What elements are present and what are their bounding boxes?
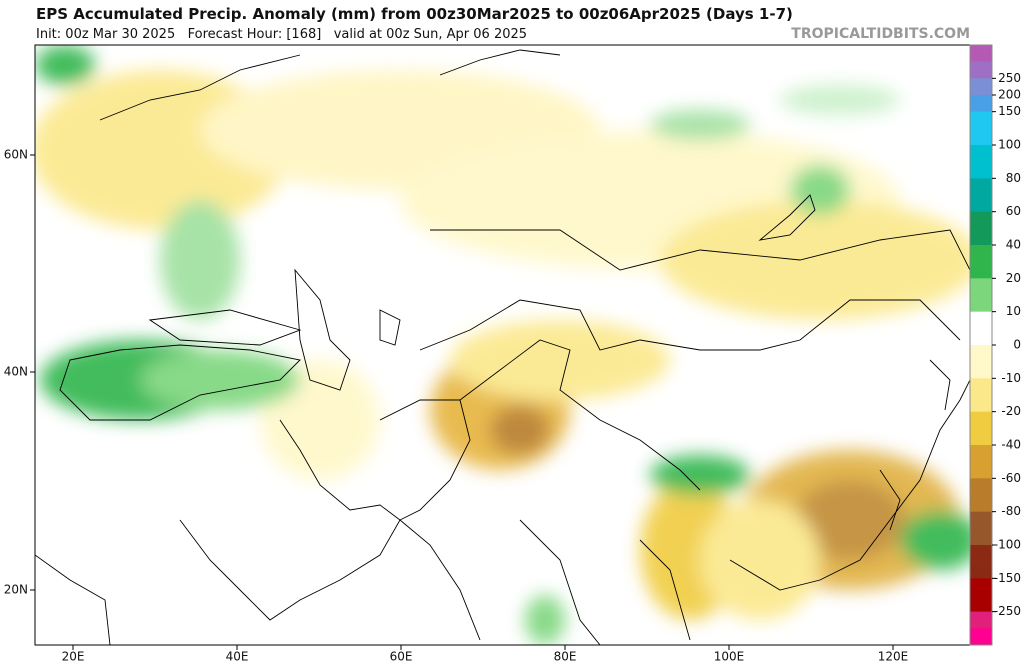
colorbar-swatch bbox=[970, 128, 992, 146]
colorbar-swatch bbox=[970, 578, 992, 596]
colorbar-swatch bbox=[970, 428, 992, 446]
colorbar-swatch bbox=[970, 445, 992, 462]
colorbar-swatch bbox=[970, 528, 992, 546]
colorbar-swatch bbox=[970, 328, 992, 346]
colorbar-swatch bbox=[970, 78, 992, 96]
colorbar-swatch bbox=[970, 595, 992, 612]
colorbar-label: 150 bbox=[998, 104, 1021, 118]
colorbar: 25020015010080604020100-10-20-40-60-80-1… bbox=[969, 44, 1021, 646]
title: EPS Accumulated Precip. Anomaly (mm) fro… bbox=[36, 5, 793, 23]
colorbar-swatch bbox=[970, 261, 992, 279]
colorbar-swatch bbox=[970, 178, 992, 196]
colorbar-swatch bbox=[970, 245, 992, 262]
lat-label: 40N bbox=[4, 365, 28, 379]
lon-label: 40E bbox=[226, 650, 249, 664]
lon-label: 100E bbox=[714, 650, 745, 664]
colorbar-swatch bbox=[970, 295, 992, 312]
colorbar-swatch bbox=[970, 345, 992, 362]
colorbar-swatch bbox=[970, 545, 992, 562]
colorbar-swatch bbox=[970, 111, 992, 129]
colorbar-swatch bbox=[970, 395, 992, 412]
colorbar-label: 200 bbox=[998, 88, 1021, 102]
colorbar-label: -100 bbox=[994, 538, 1021, 552]
colorbar-label: -10 bbox=[1001, 371, 1021, 385]
lon-label: 120E bbox=[878, 650, 909, 664]
colorbar-swatch bbox=[970, 511, 992, 529]
colorbar-swatch bbox=[970, 195, 992, 212]
axes: 60N 40N 20N 20E 40E 60E 80E 100E 120E bbox=[4, 148, 909, 664]
colorbar-swatch bbox=[970, 278, 992, 296]
colorbar-swatch bbox=[970, 61, 992, 79]
subtitle: Init: 00z Mar 30 2025 Forecast Hour: [16… bbox=[36, 27, 527, 42]
colorbar-label: -150 bbox=[994, 571, 1021, 585]
lat-label: 60N bbox=[4, 148, 28, 162]
lon-label: 80E bbox=[554, 650, 577, 664]
colorbar-label: -40 bbox=[1001, 438, 1021, 452]
colorbar-swatch bbox=[970, 145, 992, 162]
colorbar-label: -20 bbox=[1001, 404, 1021, 418]
colorbar-swatch bbox=[970, 378, 992, 396]
colorbar-label: 0 bbox=[1013, 338, 1021, 352]
lat-label: 20N bbox=[4, 583, 28, 597]
colorbar-swatch bbox=[970, 161, 992, 179]
colorbar-swatch bbox=[970, 461, 992, 479]
colorbar-swatch bbox=[970, 95, 992, 112]
colorbar-swatch bbox=[970, 611, 992, 629]
watermark: TROPICALTIDBITS.COM bbox=[791, 26, 970, 42]
colorbar-swatch bbox=[970, 478, 992, 496]
colorbar-label: 80 bbox=[1006, 171, 1021, 185]
colorbar-swatch bbox=[970, 228, 992, 246]
colorbar-label: 100 bbox=[998, 138, 1021, 152]
colorbar-swatch bbox=[970, 361, 992, 379]
colorbar-swatch bbox=[970, 561, 992, 579]
lon-label: 60E bbox=[390, 650, 413, 664]
colorbar-swatch bbox=[970, 311, 992, 329]
colorbar-swatch bbox=[970, 411, 992, 429]
colorbar-label: -60 bbox=[1001, 471, 1021, 485]
colorbar-label: 250 bbox=[998, 71, 1021, 85]
colorbar-label: 10 bbox=[1006, 304, 1021, 318]
coastlines bbox=[35, 49, 970, 645]
lon-label: 20E bbox=[62, 650, 85, 664]
colorbar-label: -80 bbox=[1001, 504, 1021, 518]
colorbar-swatch bbox=[970, 628, 992, 646]
colorbar-label: 40 bbox=[1006, 238, 1021, 252]
colorbar-swatch bbox=[970, 45, 992, 62]
colorbar-swatch bbox=[970, 495, 992, 512]
colorbar-swatch bbox=[970, 211, 992, 229]
map-field bbox=[35, 45, 970, 645]
colorbar-label: -250 bbox=[994, 604, 1021, 618]
colorbar-label: 60 bbox=[1006, 204, 1021, 218]
colorbar-label: 20 bbox=[1006, 271, 1021, 285]
